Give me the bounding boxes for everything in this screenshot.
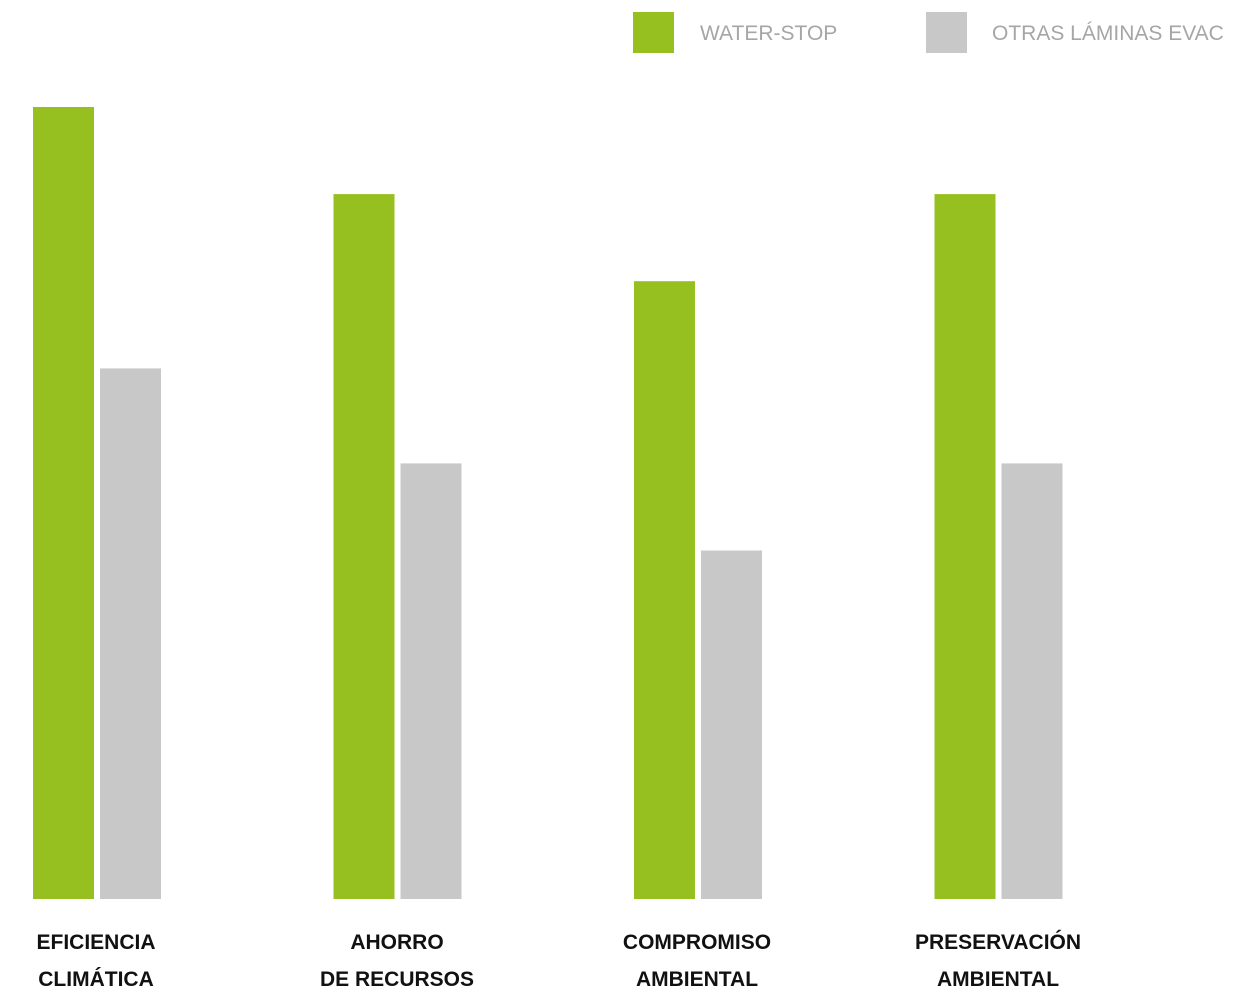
category-label-preservacion-line-1: PRESERVACIÓN: [915, 930, 1081, 954]
bar-eficiencia-series-2: [100, 368, 161, 899]
legend-item-water-stop: WATER-STOP: [633, 12, 837, 53]
bar-ahorro-series-1: [334, 194, 395, 899]
bar-compromiso-series-2: [701, 551, 762, 900]
legend-label-water-stop: WATER-STOP: [700, 22, 837, 45]
category-label-preservacion-line-2: AMBIENTAL: [937, 968, 1059, 991]
category-label-ahorro-line-1: AHORRO: [350, 931, 443, 954]
category-label-ahorro-line-2: DE RECURSOS: [320, 968, 474, 991]
bar-preservacion-series-2: [1002, 463, 1063, 899]
category-label-eficiencia-line-1: EFICIENCIA: [36, 931, 155, 954]
category-label-compromiso-line-1: COMPROMISO: [623, 931, 771, 954]
bar-preservacion-series-1: [935, 194, 996, 899]
legend-label-otras-laminas-evac: OTRAS LÁMINAS EVAC: [992, 22, 1224, 45]
category-labels: EFICIENCIA CLIMÁTICA AHORRO DE RECURSOS …: [36, 930, 1081, 991]
bar-ahorro-series-2: [401, 463, 462, 899]
category-label-compromiso-line-2: AMBIENTAL: [636, 968, 758, 991]
bar-compromiso-series-1: [634, 281, 695, 899]
bar-eficiencia-series-1: [33, 107, 94, 899]
legend: WATER-STOP OTRAS LÁMINAS EVAC: [633, 12, 1224, 53]
legend-swatch-water-stop: [633, 12, 674, 53]
bars-group: [33, 107, 1063, 899]
legend-swatch-otras-laminas-evac: [926, 12, 967, 53]
category-label-eficiencia-line-2: CLIMÁTICA: [38, 968, 153, 991]
legend-item-otras-laminas-evac: OTRAS LÁMINAS EVAC: [926, 12, 1224, 53]
